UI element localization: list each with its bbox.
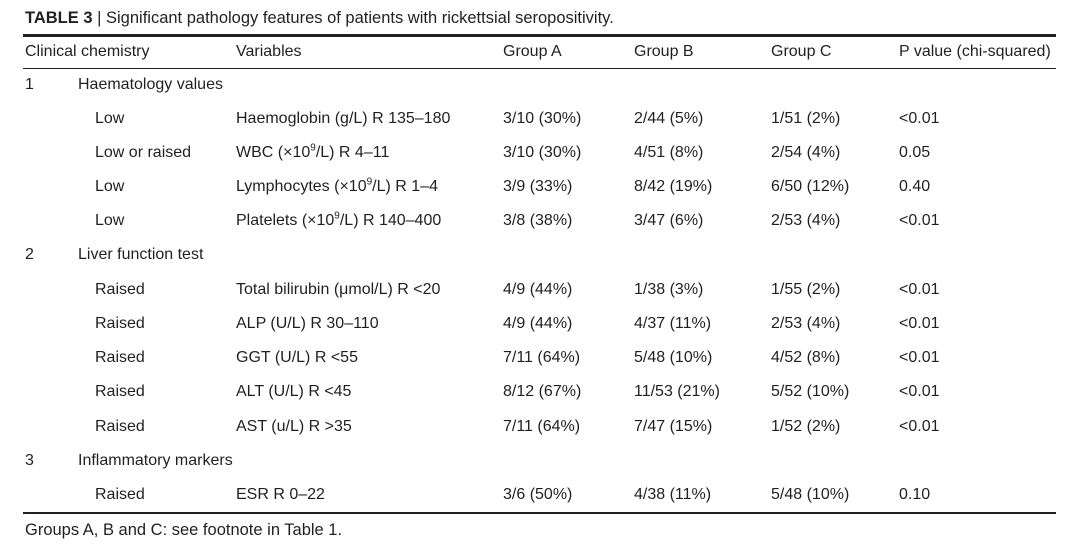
section-number: 1 bbox=[25, 76, 34, 93]
table-footnote: Groups A, B and C: see footnote in Table… bbox=[25, 521, 343, 539]
header-group-b: Group B bbox=[634, 43, 694, 60]
cell-p-value: <0.01 bbox=[899, 315, 940, 332]
cell-group-c: 2/53 (4%) bbox=[771, 212, 841, 229]
section-title: Liver function test bbox=[78, 246, 204, 263]
bottom-rule bbox=[23, 512, 1056, 514]
section-number: 2 bbox=[25, 246, 34, 263]
variable-unit: /L) R 140–400 bbox=[339, 212, 442, 229]
row-variable: Platelets (×109/L) R 140–400 bbox=[236, 211, 441, 231]
header-group-c: Group C bbox=[771, 43, 832, 60]
cell-group-a: 3/6 (50%) bbox=[503, 486, 573, 503]
cell-group-c: 5/52 (10%) bbox=[771, 383, 850, 400]
row-flag: Raised bbox=[95, 349, 145, 366]
header-clinical-chemistry: Clinical chemistry bbox=[25, 43, 150, 60]
header-variables: Variables bbox=[236, 43, 302, 60]
cell-group-a: 3/10 (30%) bbox=[503, 110, 582, 127]
section-title: Inflammatory markers bbox=[78, 452, 233, 469]
cell-group-b: 11/53 (21%) bbox=[634, 383, 720, 400]
cell-group-a: 3/8 (38%) bbox=[503, 212, 573, 229]
variable-text: GGT (U/L) R <55 bbox=[236, 349, 358, 366]
row-variable: Total bilirubin (μmol/L) R <20 bbox=[236, 280, 440, 300]
row-variable: ALT (U/L) R <45 bbox=[236, 382, 351, 402]
variable-text: WBC (×10 bbox=[236, 144, 311, 161]
cell-group-b: 3/47 (6%) bbox=[634, 212, 704, 229]
cell-group-b: 4/37 (11%) bbox=[634, 315, 712, 332]
variable-text: Platelets (×10 bbox=[236, 212, 335, 229]
cell-p-value: <0.01 bbox=[899, 212, 940, 229]
row-variable: ALP (U/L) R 30–110 bbox=[236, 314, 379, 334]
cell-p-value: <0.01 bbox=[899, 383, 940, 400]
variable-unit: /L) R 1–4 bbox=[372, 178, 438, 195]
row-variable: Haemoglobin (g/L) R 135–180 bbox=[236, 109, 450, 129]
row-flag: Low or raised bbox=[95, 144, 192, 161]
row-variable: GGT (U/L) R <55 bbox=[236, 348, 358, 368]
row-variable: AST (u/L) R >35 bbox=[236, 417, 352, 437]
caption-text: Significant pathology features of patien… bbox=[106, 9, 614, 27]
cell-group-a: 7/11 (64%) bbox=[503, 418, 581, 435]
row-flag: Low bbox=[95, 212, 125, 229]
cell-group-a: 8/12 (67%) bbox=[503, 383, 582, 400]
row-flag: Raised bbox=[95, 315, 145, 332]
cell-group-c: 5/48 (10%) bbox=[771, 486, 850, 503]
variable-text: Haemoglobin (g/L) R 135–180 bbox=[236, 110, 451, 127]
row-flag: Raised bbox=[95, 383, 145, 400]
cell-group-b: 2/44 (5%) bbox=[634, 110, 704, 127]
cell-p-value: <0.01 bbox=[899, 281, 940, 298]
cell-p-value: <0.01 bbox=[899, 418, 940, 435]
row-flag: Raised bbox=[95, 486, 145, 503]
cell-group-b: 4/51 (8%) bbox=[634, 144, 704, 161]
variable-text: Total bilirubin (μmol/L) R <20 bbox=[236, 281, 441, 298]
cell-p-value: <0.01 bbox=[899, 110, 940, 127]
top-rule bbox=[23, 34, 1056, 37]
header-rule bbox=[23, 68, 1056, 69]
cell-group-a: 7/11 (64%) bbox=[503, 349, 581, 366]
cell-group-b: 1/38 (3%) bbox=[634, 281, 704, 298]
header-group-a: Group A bbox=[503, 43, 562, 60]
cell-group-b: 5/48 (10%) bbox=[634, 349, 713, 366]
cell-group-c: 1/55 (2%) bbox=[771, 281, 841, 298]
header-p-value: P value (chi-squared) bbox=[899, 43, 1051, 60]
cell-group-a: 3/9 (33%) bbox=[503, 178, 573, 195]
section-title: Haematology values bbox=[78, 76, 223, 93]
row-flag: Low bbox=[95, 110, 125, 127]
cell-group-c: 2/53 (4%) bbox=[771, 315, 841, 332]
variable-text: AST (u/L) R >35 bbox=[236, 418, 352, 435]
variable-exponent: 9 bbox=[310, 142, 316, 154]
table-label: TABLE 3 bbox=[25, 9, 93, 27]
cell-group-c: 4/52 (8%) bbox=[771, 349, 841, 366]
cell-group-b: 8/42 (19%) bbox=[634, 178, 713, 195]
cell-group-a: 3/10 (30%) bbox=[503, 144, 582, 161]
cell-p-value: 0.10 bbox=[899, 486, 931, 503]
cell-p-value: 0.05 bbox=[899, 144, 931, 161]
row-variable: ESR R 0–22 bbox=[236, 485, 325, 505]
variable-text: ALP (U/L) R 30–110 bbox=[236, 315, 379, 332]
variable-exponent: 9 bbox=[366, 176, 373, 188]
cell-p-value: 0.40 bbox=[899, 178, 931, 195]
cell-group-b: 4/38 (11%) bbox=[634, 486, 712, 503]
cell-group-c: 2/54 (4%) bbox=[771, 144, 841, 161]
variable-text: ESR R 0–22 bbox=[236, 486, 325, 503]
row-flag: Low bbox=[95, 178, 125, 195]
cell-group-b: 7/47 (15%) bbox=[634, 418, 713, 435]
row-flag: Raised bbox=[95, 281, 145, 298]
variable-exponent: 9 bbox=[334, 210, 340, 222]
variable-text: ALT (U/L) R <45 bbox=[236, 383, 352, 400]
cell-group-a: 4/9 (44%) bbox=[503, 281, 573, 298]
section-number: 3 bbox=[25, 452, 34, 469]
row-variable: Lymphocytes (×109/L) R 1–4 bbox=[236, 177, 438, 197]
row-flag: Raised bbox=[95, 418, 145, 435]
cell-group-a: 4/9 (44%) bbox=[503, 315, 573, 332]
variable-text: Lymphocytes (×10 bbox=[236, 178, 367, 195]
cell-group-c: 1/51 (2%) bbox=[771, 110, 841, 127]
table-caption: TABLE 3 | Significant pathology features… bbox=[25, 7, 614, 29]
row-variable: WBC (×109/L) R 4–11 bbox=[236, 143, 389, 163]
cell-p-value: <0.01 bbox=[899, 349, 940, 366]
caption-separator: | bbox=[97, 9, 102, 27]
cell-group-c: 1/52 (2%) bbox=[771, 418, 841, 435]
variable-unit: /L) R 4–11 bbox=[315, 144, 390, 161]
cell-group-c: 6/50 (12%) bbox=[771, 178, 850, 195]
